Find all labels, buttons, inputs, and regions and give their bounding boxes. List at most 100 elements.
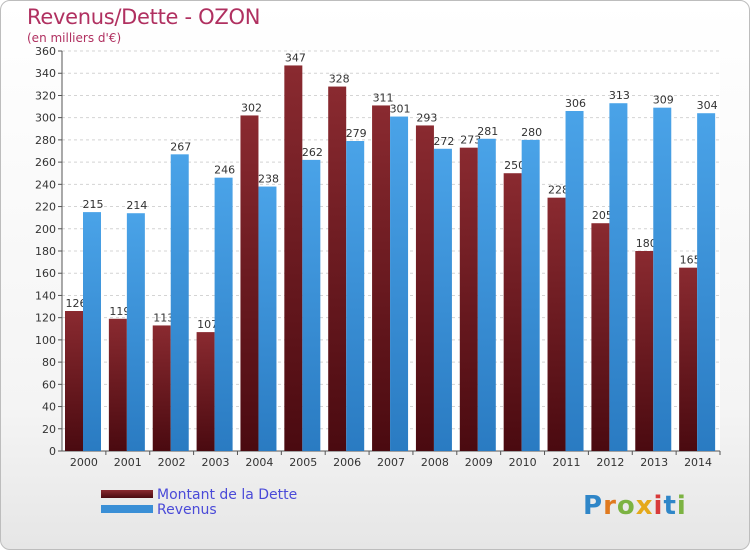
x-tick-label: 2002 [158,456,186,469]
chart-subtitle: (en milliers d'€) [27,31,122,45]
y-tick-label: 340 [35,67,56,80]
y-tick-label: 140 [35,289,56,302]
bar-dette [547,197,566,451]
data-label: 280 [521,126,542,139]
data-label: 272 [433,135,454,148]
bar-dette [415,125,434,451]
bar-revenus [258,186,277,452]
bar-dette [328,86,347,452]
x-tick-label: 2014 [684,456,712,469]
data-label: 250 [504,159,525,172]
y-tick-label: 200 [35,223,56,236]
y-tick-label: 40 [42,401,56,414]
y-tick-label: 240 [35,178,56,191]
data-label: 107 [197,318,218,331]
data-label: 293 [416,111,437,124]
bar-revenus [390,116,409,452]
y-tick-label: 0 [49,445,56,458]
bar-revenus [214,177,233,451]
bar-dette [196,332,215,451]
data-label: 304 [697,99,718,112]
data-label: 281 [477,125,498,138]
data-label: 238 [258,173,279,186]
x-tick-label: 2000 [70,456,98,469]
y-tick-label: 320 [35,89,56,102]
y-tick-label: 160 [35,267,56,280]
data-label: 246 [214,164,235,177]
x-tick-label: 2007 [377,456,405,469]
bar-dette [65,311,83,451]
data-label: 301 [390,103,411,116]
data-label: 228 [548,184,569,197]
y-tick-label: 60 [42,378,56,391]
bar-revenus [433,148,452,451]
data-label: 311 [373,91,394,104]
bar-dette [284,65,303,451]
proxiti-logo: Proxiti [583,491,687,521]
data-label: 214 [126,199,147,212]
bar-revenus [697,113,716,451]
data-label: 205 [592,209,613,222]
x-tick-label: 2003 [202,456,230,469]
x-tick-label: 2009 [465,456,493,469]
data-label: 313 [609,89,630,102]
bar-dette [152,325,171,451]
legend-swatch-dette [101,490,153,498]
bar-revenus [170,154,189,452]
legend-label-revenus: Revenus [157,502,217,518]
bar-revenus [302,159,321,451]
x-tick-label: 2010 [509,456,537,469]
y-tick-label: 360 [35,45,56,58]
y-tick-label: 180 [35,245,56,258]
x-tick-label: 2013 [640,456,668,469]
x-tick-label: 2008 [421,456,449,469]
y-tick-label: 280 [35,134,56,147]
data-label: 267 [170,140,191,153]
bar-dette [503,173,522,451]
legend-swatch-revenus [101,505,153,513]
data-label: 215 [83,198,104,211]
data-label: 126 [66,297,87,310]
bar-revenus [609,103,628,451]
data-label: 273 [460,134,481,147]
x-tick-label: 2004 [245,456,273,469]
data-label: 306 [565,97,586,110]
y-tick-label: 300 [35,112,56,125]
bar-revenus [653,107,672,452]
data-label: 165 [680,254,701,267]
data-label: 262 [302,146,323,159]
bar-dette [240,115,259,451]
bar-revenus [346,141,365,451]
bar-dette [372,105,391,451]
data-label: 180 [636,237,657,250]
data-label: 279 [346,127,367,140]
x-tick-label: 2006 [333,456,361,469]
data-label: 347 [285,51,306,64]
y-tick-label: 80 [42,356,56,369]
bar-dette [459,147,478,451]
x-tick-label: 2001 [114,456,142,469]
data-label: 328 [329,73,350,86]
bar-revenus [83,212,101,451]
bar-revenus [521,139,540,451]
y-tick-label: 260 [35,156,56,169]
y-tick-label: 220 [35,201,56,214]
x-tick-label: 2011 [552,456,580,469]
data-label: 119 [109,305,130,318]
data-label: 309 [653,94,674,107]
legend-label-dette: Montant de la Dette [157,487,298,503]
bar-dette [591,223,610,451]
y-tick-label: 20 [42,423,56,436]
bar-dette [679,267,698,451]
x-tick-label: 2012 [596,456,624,469]
bar-revenus [126,213,145,451]
y-tick-label: 120 [35,312,56,325]
bar-dette [108,318,127,451]
bar-dette [635,251,654,451]
data-label: 302 [241,101,262,114]
bar-revenus [565,111,584,451]
bar-revenus [477,138,496,451]
y-tick-label: 100 [35,334,56,347]
